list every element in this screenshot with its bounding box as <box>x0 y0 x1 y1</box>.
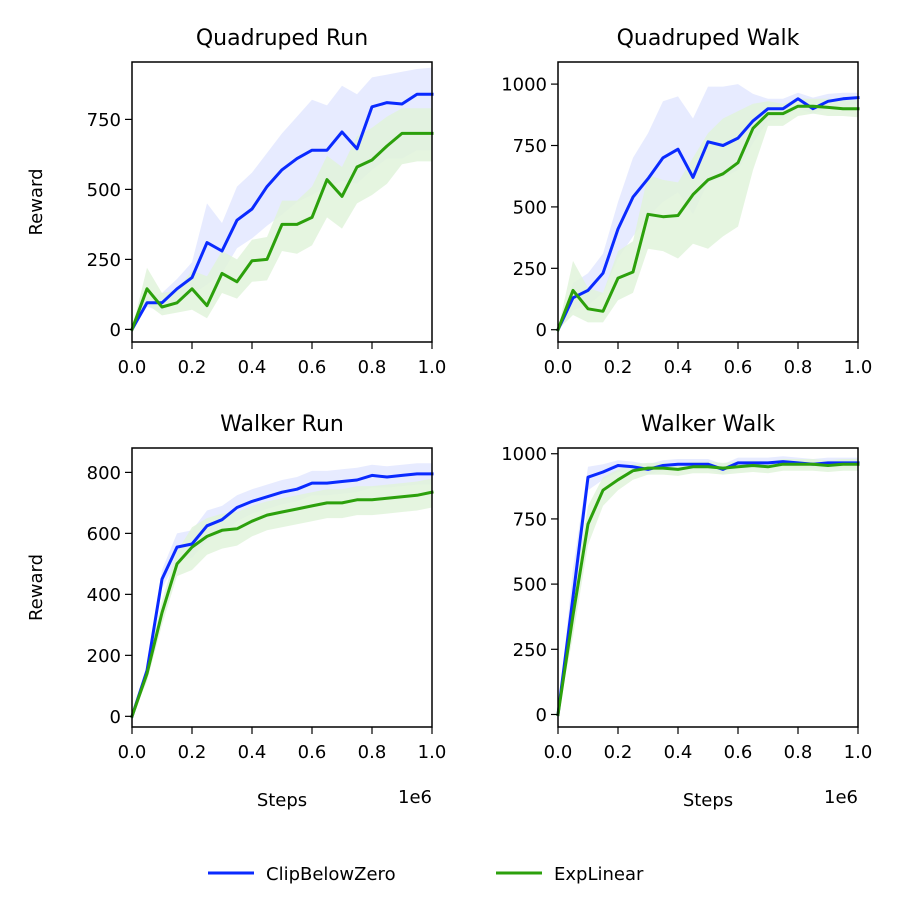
x-offset-text: 1e6 <box>824 787 858 808</box>
band-explinear <box>558 98 858 330</box>
x-axis-label: Steps <box>257 790 307 811</box>
band-explinear <box>132 108 432 330</box>
x-tick-label: 1.0 <box>418 742 447 763</box>
y-tick-label: 750 <box>87 110 121 131</box>
y-tick-label: 1000 <box>501 444 547 465</box>
x-tick-label: 0.4 <box>238 742 267 763</box>
legend: ClipBelowZero ExpLinear <box>208 864 644 885</box>
subplot-2: 0.0 0.2 0.4 0.6 0.8 1.0 0 200 400 600 800 Walker Ru… <box>26 412 446 811</box>
series-line-explinear <box>130 490 434 719</box>
y-axis-label: Reward <box>26 554 47 621</box>
x-tick-label: 0.8 <box>358 742 387 763</box>
subplot-1: 0.0 0.2 0.4 0.6 0.8 1.0 0 250 500 750 1000 Quadrupe… <box>501 26 872 378</box>
y-tick-label: 800 <box>87 463 121 484</box>
x-tick-label: 1.0 <box>844 742 873 763</box>
subplot-title: Quadruped Walk <box>617 26 800 51</box>
y-axis-label: Reward <box>26 168 47 235</box>
y-tick-label: 750 <box>513 509 547 530</box>
subplot-title: Walker Run <box>220 412 344 437</box>
band-explinear <box>132 478 432 717</box>
series-line-clipbelowzero <box>129 92 434 332</box>
x-tick-label: 0.4 <box>664 357 693 378</box>
y-tick-label: 250 <box>513 640 547 661</box>
y-tick-label: 750 <box>513 136 547 157</box>
band-clipbelowzero <box>132 67 432 330</box>
y-tick-label: 400 <box>87 585 121 606</box>
x-offset-text: 1e6 <box>398 787 432 808</box>
x-tick-label: 0.2 <box>178 742 207 763</box>
x-tick-label: 0.4 <box>664 742 693 763</box>
x-tick-label: 1.0 <box>844 357 873 378</box>
x-tick-label: 0.2 <box>604 357 633 378</box>
axes-frame <box>557 447 859 728</box>
x-axis-label: Steps <box>683 790 733 811</box>
series-line-explinear <box>556 104 860 332</box>
y-tick-label: 0 <box>110 707 121 728</box>
band-explinear <box>558 459 858 715</box>
subplot-3: 0.0 0.2 0.4 0.6 0.8 1.0 0 250 500 750 1000 Walker W… <box>501 412 872 811</box>
series-line-explinear <box>130 131 434 332</box>
y-tick-label: 500 <box>513 575 547 596</box>
x-tick-label: 1.0 <box>418 357 447 378</box>
y-tick-label: 250 <box>513 259 547 280</box>
x-tick-label: 0.0 <box>118 357 147 378</box>
x-tick-label: 0.0 <box>544 357 573 378</box>
x-tick-label: 0.0 <box>544 742 573 763</box>
y-tick-label: 0 <box>110 320 121 341</box>
x-tick-label: 0.0 <box>118 742 147 763</box>
y-tick-label: 200 <box>87 646 121 667</box>
legend-label: ExpLinear <box>554 864 644 885</box>
subplot-0: 0.0 0.2 0.4 0.6 0.8 1.0 0 250 500 750 Quadruped Ru… <box>26 26 446 378</box>
x-tick-label: 0.4 <box>238 357 267 378</box>
y-tick-label: 1000 <box>501 75 547 96</box>
y-tick-label: 0 <box>536 705 547 726</box>
x-tick-label: 0.8 <box>784 357 813 378</box>
y-tick-label: 250 <box>87 250 121 271</box>
axes-frame <box>131 447 433 728</box>
axes-frame <box>557 61 859 343</box>
x-tick-label: 0.6 <box>298 357 327 378</box>
legend-label: ClipBelowZero <box>266 864 396 885</box>
x-tick-label: 0.8 <box>784 742 813 763</box>
series-line-explinear <box>556 462 860 717</box>
x-tick-label: 0.6 <box>724 742 753 763</box>
subplot-title: Walker Walk <box>641 412 775 437</box>
y-tick-label: 600 <box>87 524 121 545</box>
x-tick-label: 0.2 <box>178 357 207 378</box>
y-tick-label: 500 <box>513 197 547 218</box>
y-tick-label: 0 <box>536 320 547 341</box>
x-tick-label: 0.6 <box>724 357 753 378</box>
subplot-title: Quadruped Run <box>196 26 368 51</box>
axes-frame <box>131 61 433 343</box>
x-tick-label: 0.2 <box>604 742 633 763</box>
x-tick-label: 0.8 <box>358 357 387 378</box>
series-line-clipbelowzero <box>130 472 434 719</box>
x-tick-label: 0.6 <box>298 742 327 763</box>
y-tick-label: 500 <box>87 180 121 201</box>
